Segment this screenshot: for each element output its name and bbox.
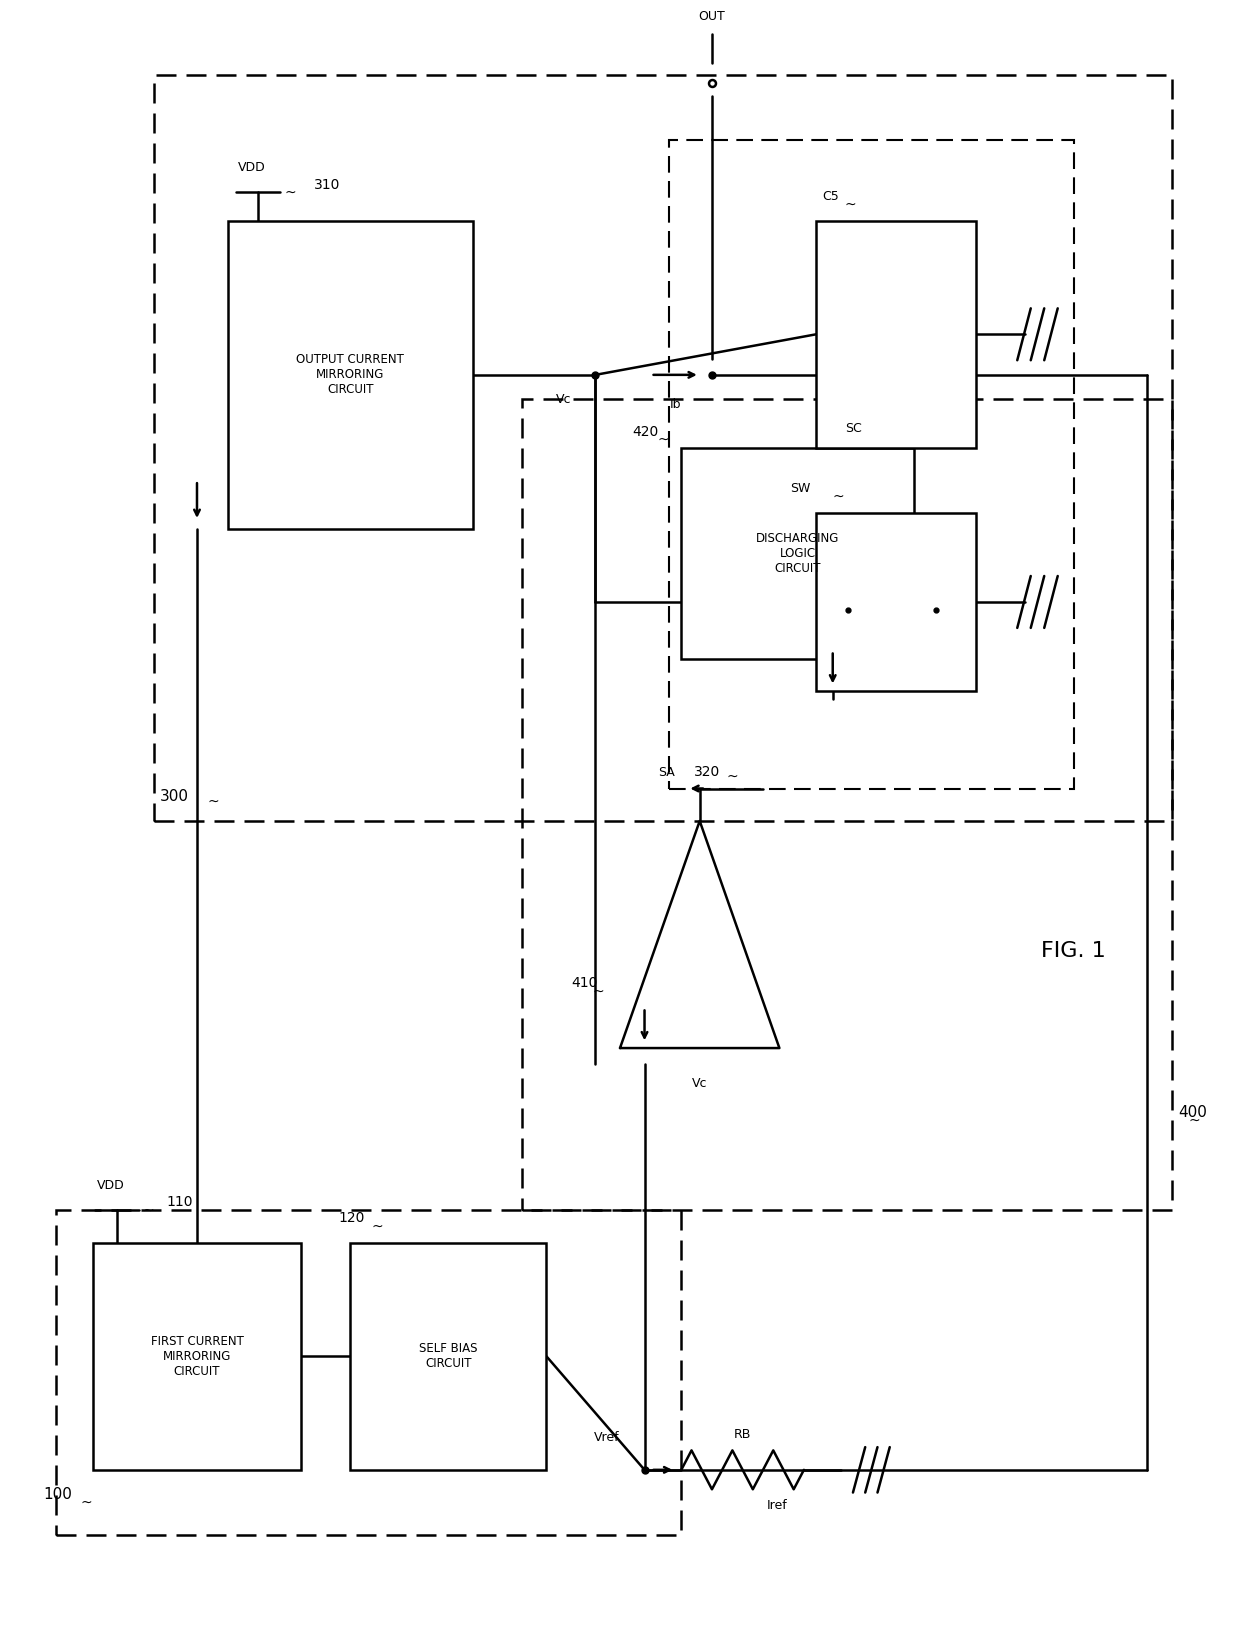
- Text: VDD: VDD: [238, 161, 267, 174]
- Text: Ib: Ib: [670, 398, 681, 410]
- Text: Vc: Vc: [556, 393, 570, 406]
- Text: 320: 320: [693, 765, 719, 779]
- Text: 100: 100: [43, 1487, 73, 1501]
- Text: RB: RB: [734, 1428, 751, 1441]
- FancyBboxPatch shape: [816, 221, 976, 447]
- Text: DISCHARGING
LOGIC
CIRCUIT: DISCHARGING LOGIC CIRCUIT: [756, 531, 839, 575]
- Text: C5: C5: [822, 190, 839, 203]
- Text: ~: ~: [143, 1203, 154, 1218]
- Text: 420: 420: [632, 425, 658, 439]
- FancyBboxPatch shape: [350, 1242, 547, 1470]
- Text: ~: ~: [207, 795, 218, 808]
- Text: ~: ~: [1188, 1115, 1199, 1128]
- Text: ~: ~: [372, 1219, 383, 1234]
- Text: ~: ~: [657, 433, 668, 447]
- Text: 310: 310: [314, 179, 340, 192]
- Text: ~: ~: [727, 770, 739, 783]
- Text: 120: 120: [339, 1211, 365, 1226]
- Text: ~: ~: [844, 198, 857, 211]
- Text: SW: SW: [790, 482, 810, 495]
- Text: SA: SA: [658, 765, 675, 779]
- Text: ~: ~: [284, 187, 296, 200]
- Text: FIG. 1: FIG. 1: [1042, 941, 1106, 960]
- Text: 400: 400: [1178, 1105, 1207, 1121]
- FancyBboxPatch shape: [681, 447, 914, 659]
- FancyBboxPatch shape: [228, 221, 472, 529]
- Text: ~: ~: [593, 985, 604, 998]
- FancyBboxPatch shape: [93, 1242, 301, 1470]
- Text: ~: ~: [832, 490, 844, 503]
- Text: OUT: OUT: [698, 10, 725, 23]
- Text: Vref: Vref: [594, 1431, 620, 1444]
- Text: OUTPUT CURRENT
MIRRORING
CIRCUIT: OUTPUT CURRENT MIRRORING CIRCUIT: [296, 354, 404, 397]
- Text: VDD: VDD: [97, 1180, 125, 1193]
- FancyBboxPatch shape: [816, 513, 976, 692]
- Text: 110: 110: [166, 1195, 193, 1210]
- Text: 410: 410: [570, 977, 598, 990]
- Text: FIRST CURRENT
MIRRORING
CIRCUIT: FIRST CURRENT MIRRORING CIRCUIT: [150, 1334, 243, 1378]
- Text: 300: 300: [160, 788, 190, 805]
- Text: ~: ~: [81, 1495, 93, 1510]
- Text: SELF BIAS
CIRCUIT: SELF BIAS CIRCUIT: [419, 1342, 477, 1370]
- Text: Iref: Iref: [768, 1500, 787, 1513]
- Text: SC: SC: [844, 421, 862, 434]
- Text: Vc: Vc: [692, 1077, 708, 1090]
